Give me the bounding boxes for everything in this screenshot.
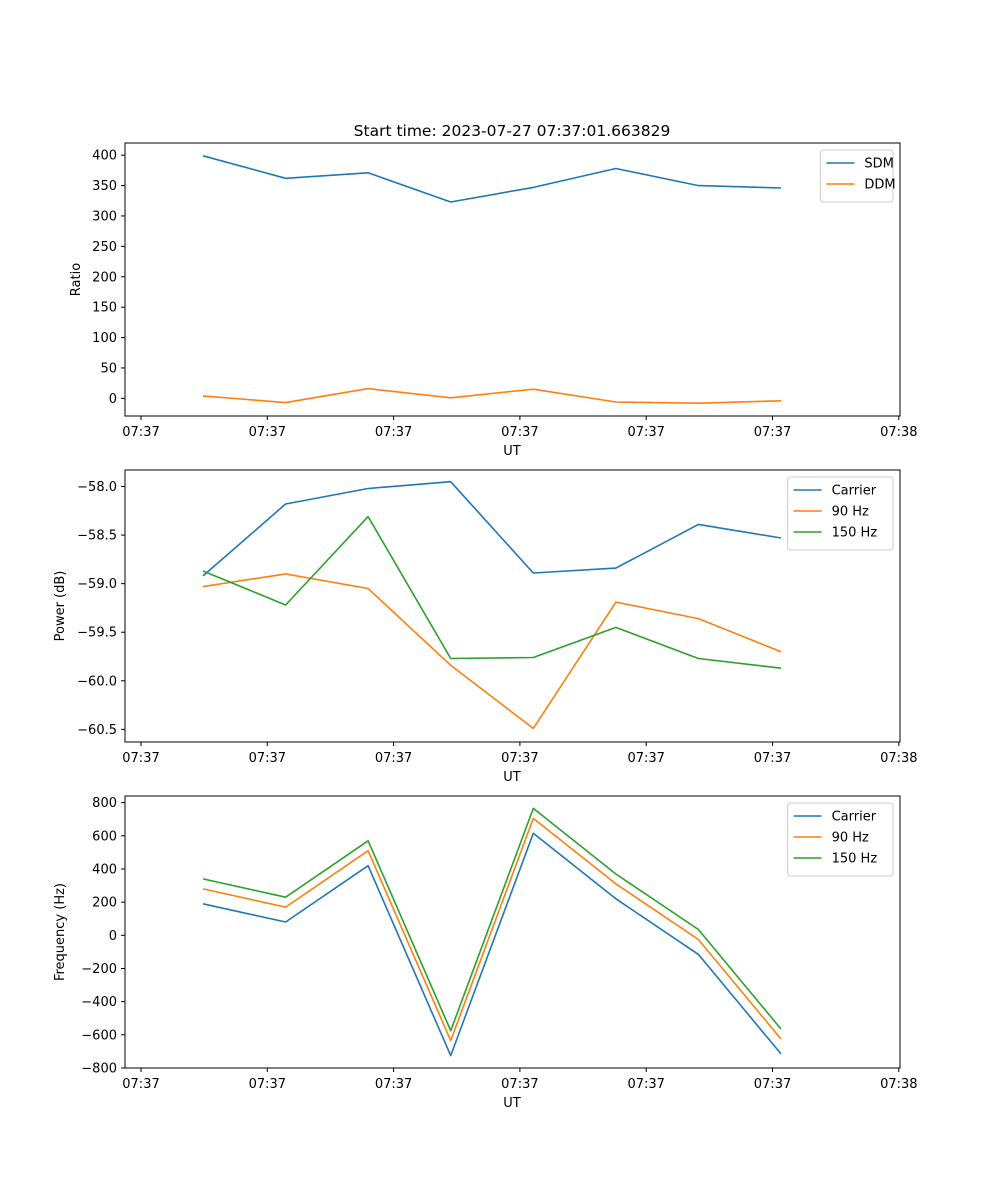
- x-tick-label: 07:37: [249, 751, 286, 766]
- x-tick-label: 07:37: [627, 751, 664, 766]
- x-tick-label: 07:38: [880, 425, 917, 440]
- y-tick-label: 300: [92, 209, 117, 224]
- axes-frame: [124, 469, 901, 743]
- chart-panel-3: 07:37 07:37 07:37 07:37 07:37 07:37 07:38 UT 800…: [53, 795, 918, 1111]
- x-tick-label: 07:37: [501, 751, 538, 766]
- chart-panel-1: 07:37 07:37 07:37 07:37 07:37 07:37 07:38 UT 0 50…: [69, 142, 918, 459]
- legend: SDM DDM: [819, 149, 896, 203]
- y-tick-label: 800: [92, 796, 117, 811]
- legend-label: 150 Hz: [832, 852, 878, 867]
- y-axis-label: Frequency (Hz): [53, 883, 68, 981]
- y-tick-label: −60.5: [77, 723, 117, 738]
- y-tick-label: −59.0: [77, 577, 117, 592]
- y-tick-label: 400: [92, 862, 117, 877]
- y-tick-label: −59.5: [77, 626, 117, 641]
- y-tick-label: 400: [92, 149, 117, 164]
- series-line-carrier: [202, 832, 782, 1057]
- x-tick-label: 07:37: [249, 1077, 286, 1092]
- y-tick-label: −600: [81, 1028, 117, 1043]
- y-tick-label: 600: [92, 829, 117, 844]
- y-tick-label: −58.0: [77, 480, 117, 495]
- legend-label: 90 Hz: [832, 831, 869, 846]
- x-tick-label: 07:37: [122, 425, 159, 440]
- x-tick-label: 07:38: [880, 1077, 917, 1092]
- x-tick-label: 07:37: [249, 425, 286, 440]
- legend-label: DDM: [864, 178, 895, 193]
- x-tick-label: 07:38: [880, 751, 917, 766]
- x-tick-label: 07:37: [375, 1077, 412, 1092]
- x-tick-label: 07:37: [627, 1077, 664, 1092]
- y-tick-label: 0: [109, 392, 117, 407]
- x-axis-label: UT: [503, 770, 521, 785]
- legend-label: 90 Hz: [832, 505, 869, 520]
- series-line-90-hz: [202, 573, 782, 730]
- legend-label: 150 Hz: [832, 526, 878, 541]
- chart-panel-2: 07:37 07:37 07:37 07:37 07:37 07:37 07:38 UT −58…: [53, 469, 918, 785]
- x-tick-label: 07:37: [375, 751, 412, 766]
- y-tick-label: 0: [109, 929, 117, 944]
- x-tick-label: 07:37: [122, 1077, 159, 1092]
- y-tick-label: 100: [92, 331, 117, 346]
- x-tick-label: 07:37: [627, 425, 664, 440]
- x-tick-label: 07:37: [501, 425, 538, 440]
- series-line-150-hz: [202, 807, 782, 1032]
- x-tick-label: 07:37: [375, 425, 412, 440]
- x-tick-label: 07:37: [754, 1077, 791, 1092]
- y-tick-label: −800: [81, 1062, 117, 1077]
- figure-title: Start time: 2023-07-27 07:37:01.663829: [354, 122, 671, 140]
- x-axis-label: UT: [503, 444, 521, 459]
- x-axis-label: UT: [503, 1096, 521, 1111]
- legend: Carrier 90 Hz 150 Hz: [787, 802, 894, 877]
- x-tick-label: 07:37: [122, 751, 159, 766]
- plots-group: 07:37 07:37 07:37 07:37 07:37 07:37 07:38 UT 0 50…: [53, 142, 918, 1111]
- x-tick-label: 07:37: [754, 751, 791, 766]
- y-tick-label: −60.0: [77, 674, 117, 689]
- y-tick-label: 150: [92, 301, 117, 316]
- series-line-sdm: [202, 155, 782, 203]
- y-axis-label: Power (dB): [53, 571, 68, 642]
- series-line-ddm: [202, 387, 782, 405]
- y-tick-label: 350: [92, 179, 117, 194]
- series-line-90-hz: [202, 817, 782, 1042]
- x-tick-label: 07:37: [754, 425, 791, 440]
- y-tick-label: −200: [81, 962, 117, 977]
- series-line-carrier: [202, 480, 782, 577]
- legend-label: Carrier: [832, 484, 877, 499]
- y-tick-label: 50: [100, 361, 117, 376]
- series-line-150-hz: [202, 515, 782, 669]
- y-tick-label: −400: [81, 995, 117, 1010]
- legend: Carrier 90 Hz 150 Hz: [787, 476, 894, 551]
- y-tick-label: −58.5: [77, 529, 117, 544]
- legend-label: SDM: [864, 157, 893, 172]
- x-tick-label: 07:37: [501, 1077, 538, 1092]
- axes-frame: [124, 142, 901, 417]
- y-tick-label: 250: [92, 240, 117, 255]
- y-axis-label: Ratio: [69, 263, 84, 296]
- y-tick-label: 200: [92, 270, 117, 285]
- legend-label: Carrier: [832, 810, 877, 825]
- axes-frame: [124, 795, 901, 1069]
- y-tick-label: 200: [92, 896, 117, 911]
